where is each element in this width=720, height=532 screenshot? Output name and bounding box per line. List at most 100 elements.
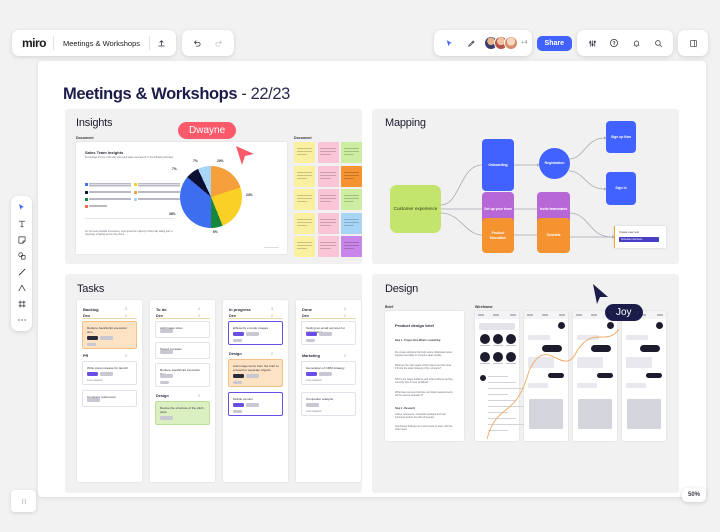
collaborator-avatars[interactable]: +4: [482, 36, 528, 50]
text-tool[interactable]: [13, 216, 30, 231]
search-icon[interactable]: [647, 32, 669, 54]
zoom-level-badge[interactable]: 50%: [681, 488, 706, 502]
map-node-sign-in[interactable]: Sign in: [606, 172, 636, 205]
wireframe-screen[interactable]: [622, 311, 666, 441]
map-node-customer-experience[interactable]: Customer experience: [390, 185, 441, 233]
frame-icon[interactable]: [13, 296, 30, 311]
kanban-card-meta-chip[interactable]: [246, 374, 259, 378]
kanban-card-meta-chip[interactable]: [246, 403, 259, 407]
sticky-note[interactable]: [317, 212, 339, 234]
connector-icon[interactable]: [13, 280, 30, 295]
kanban-card-tag[interactable]: [233, 374, 244, 378]
kanban-card-meta-chip[interactable]: [306, 403, 319, 407]
kanban-card-avatar[interactable]: [306, 339, 315, 342]
kanban-card[interactable]: Add image items from the brief to a boar…: [228, 359, 283, 387]
frame-mapping[interactable]: Mapping: [372, 109, 679, 264]
map-node-onboarding[interactable]: Onboarding: [482, 139, 514, 191]
kanban-card-meta-chip[interactable]: [160, 374, 173, 378]
map-note-create-user-test[interactable]: Create user test Schedule interviews: [614, 226, 666, 248]
board-name-label[interactable]: Meetings & Workshops: [63, 38, 140, 48]
kanban-card-tag[interactable]: [87, 372, 98, 376]
kanban-card-meta-chip[interactable]: [100, 372, 113, 376]
wireframe-screen[interactable]: [524, 311, 568, 441]
kanban-card[interactable]: Write press release for launch Low resear…: [82, 361, 137, 385]
kanban-card-meta-chip[interactable]: [246, 332, 259, 336]
kanban-card-avatar[interactable]: [233, 339, 242, 342]
kanban-card-avatar[interactable]: [233, 381, 242, 384]
select-tool[interactable]: [13, 200, 30, 215]
kanban-card-meta-chip[interactable]: [100, 336, 113, 340]
wireframe-screen[interactable]: [475, 311, 524, 441]
kanban-card-meta-chip[interactable]: [160, 329, 173, 333]
sticky-note[interactable]: [341, 212, 362, 234]
kanban-card-avatar[interactable]: [233, 410, 242, 413]
kanban-card-tag[interactable]: [233, 332, 244, 336]
kanban-card-tag[interactable]: [306, 372, 317, 376]
kanban-card-tag[interactable]: [306, 332, 317, 336]
kanban-card-meta-chip[interactable]: [160, 416, 173, 420]
sticky-note[interactable]: [317, 165, 339, 187]
cursor-share-icon[interactable]: [438, 32, 460, 54]
map-note-button[interactable]: Schedule interviews: [619, 237, 659, 242]
kanban-card[interactable]: Setting up email services for subscripti…: [301, 321, 356, 345]
kanban-card-meta-chip[interactable]: [319, 332, 332, 336]
kanban-card[interactable]: Reduce JavaScript execution time: [155, 363, 210, 387]
kanban-card[interactable]: Speed compare: [155, 342, 210, 359]
kanban-column[interactable]: Done 3 Dev 2 Setting up email services for s…: [296, 300, 361, 482]
upload-icon[interactable]: [150, 32, 172, 54]
kanban-card-meta-chip[interactable]: [160, 350, 173, 354]
comment-icon[interactable]: [460, 32, 482, 54]
map-node-product-education[interactable]: Product Education: [482, 218, 514, 253]
kanban-column[interactable]: To do 4 Dev 2 Add image sizes Speed compare Re…: [150, 300, 215, 482]
avatar-overflow-count[interactable]: +4: [521, 40, 528, 46]
brief-document[interactable]: Product design brief Step 1 - Project In…: [385, 311, 464, 441]
kanban-column[interactable]: Backlog 3 Dev 2 Reduce JavaScript execution …: [77, 300, 142, 482]
kanban-card-avatar[interactable]: [160, 381, 169, 384]
map-node-registration[interactable]: Registration: [539, 148, 570, 179]
sticky-note[interactable]: [317, 189, 339, 210]
sticky-note-icon[interactable]: [13, 232, 30, 247]
share-button[interactable]: Share: [536, 35, 572, 51]
kanban-card-meta-chip[interactable]: [87, 398, 100, 402]
help-icon[interactable]: [603, 32, 625, 54]
kanban-card[interactable]: Generation of CRM strategy Low research: [301, 361, 356, 385]
miro-logo[interactable]: miro: [22, 36, 47, 50]
undo-icon[interactable]: [186, 32, 208, 54]
map-node-tutorials[interactable]: Tutorials: [537, 218, 570, 253]
sticky-note[interactable]: [341, 142, 362, 163]
kanban-card[interactable]: Reduce JavaScript execution time: [82, 321, 137, 349]
sticky-note[interactable]: [294, 212, 315, 234]
bell-icon[interactable]: [625, 32, 647, 54]
kanban-card[interactable]: Company references: [82, 390, 137, 407]
kanban-card[interactable]: Add image sizes: [155, 321, 210, 338]
sticky-note[interactable]: [341, 236, 362, 257]
frame-insights[interactable]: Insights Document Sales Team Insights Pe…: [65, 109, 362, 264]
redo-icon[interactable]: [208, 32, 230, 54]
avatar[interactable]: [504, 36, 519, 50]
kanban-card[interactable]: Revise the structure of the pitch deck: [155, 401, 210, 425]
kanban-card[interactable]: Mobile version: [228, 392, 283, 416]
sticky-note[interactable]: [294, 165, 315, 187]
pen-icon[interactable]: [13, 264, 30, 279]
wireframe-screen[interactable]: [573, 311, 617, 441]
sticky-note[interactable]: [341, 189, 362, 210]
kanban-card-tag[interactable]: [87, 336, 98, 340]
shapes-icon[interactable]: [13, 248, 30, 263]
frame-tasks[interactable]: Tasks Backlog 3 Dev 2 Reduce JavaScript exec…: [65, 274, 362, 493]
kanban-card[interactable]: Competitor analysis Low research: [301, 392, 356, 416]
kanban-card[interactable]: Efficiently encode images: [228, 321, 283, 345]
sticky-note[interactable]: [294, 189, 315, 210]
kanban-card-meta-chip[interactable]: [319, 372, 332, 376]
right-panel-icon[interactable]: [682, 32, 704, 54]
minimap-button[interactable]: [11, 490, 36, 512]
map-node-sign-up-flow[interactable]: Sign up flow: [606, 121, 636, 153]
kanban-card-tag[interactable]: [233, 403, 244, 407]
document-card-sales-insights[interactable]: Sales Team Insights Percentage of time i…: [76, 142, 287, 254]
sticky-note[interactable]: [341, 165, 362, 187]
sticky-note[interactable]: [294, 142, 315, 163]
sticky-note[interactable]: [317, 142, 339, 163]
more-icon[interactable]: [13, 312, 30, 327]
kanban-card-avatar[interactable]: [87, 343, 96, 346]
board-canvas[interactable]: Meetings & Workshops - 22/23 Insights Do…: [38, 61, 706, 497]
filter-icon[interactable]: [581, 32, 603, 54]
